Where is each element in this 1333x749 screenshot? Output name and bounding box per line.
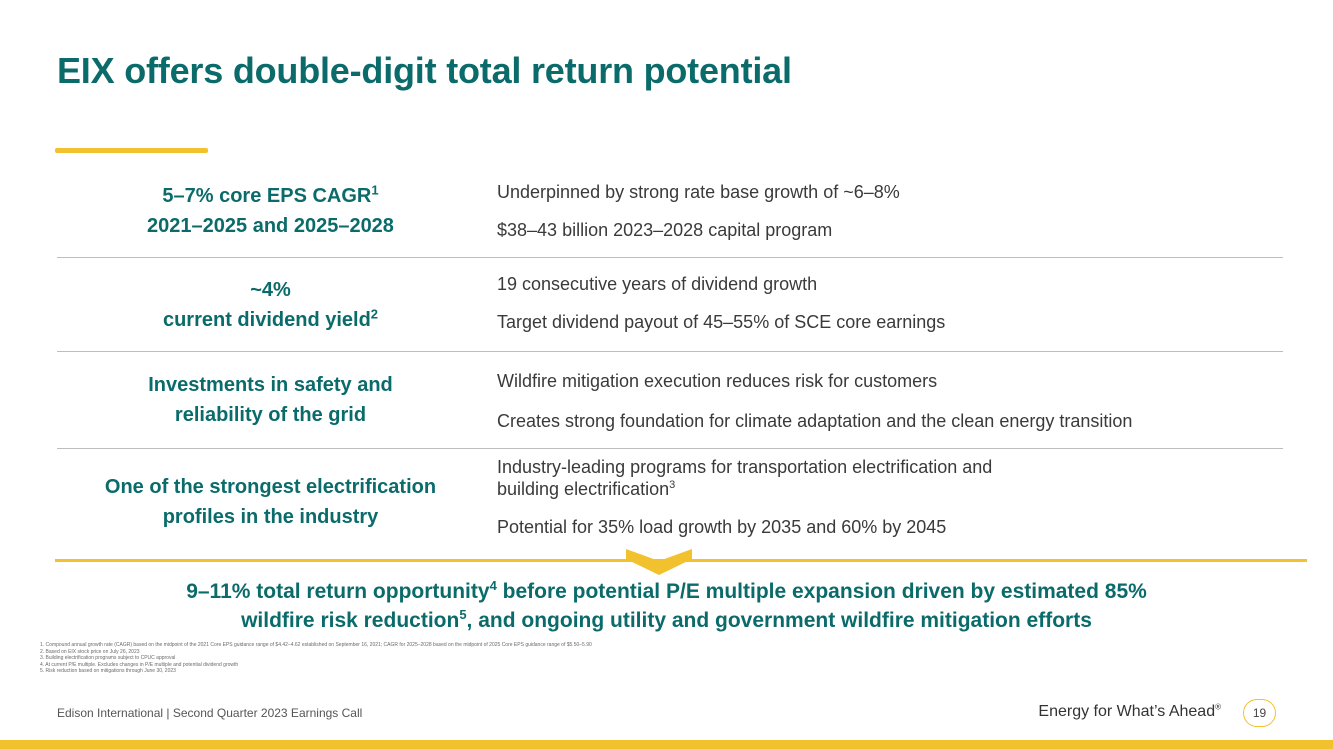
footnote: 2. Based on EIX stock price on July 26, …	[40, 648, 140, 655]
row-label: Investments in safety and reliability of …	[148, 374, 393, 426]
brand-tagline: Energy for What’s Ahead®	[1038, 702, 1221, 720]
bottom-accent-bar	[0, 740, 1333, 749]
footnote: 1. Compound annual growth rate (CAGR) ba…	[40, 642, 592, 648]
page-number: 19	[1243, 699, 1276, 727]
bullet-point: Potential for 35% load growth by 2035 an…	[497, 517, 947, 537]
value-proposition-table: 5–7% core EPS CAGR1 2021–2025 and 2025–20…	[57, 165, 1283, 555]
title-underline	[55, 148, 208, 153]
bullet-point: Underpinned by strong rate base growth o…	[497, 182, 900, 202]
bullet-point: Industry-leading programs for transporta…	[497, 457, 993, 499]
row-label: One of the strongest electrification prof…	[104, 476, 437, 528]
bullet-point: Creates strong foundation for climate ad…	[497, 411, 1133, 431]
table-row: Investments in safety and reliability of …	[57, 352, 1283, 449]
bullet-point: 19 consecutive years of dividend growth	[497, 274, 818, 294]
bullet-point: Target dividend payout of 45–55% of SCE …	[497, 312, 946, 332]
row-label: ~4% current dividend yield2	[162, 278, 379, 331]
row-label: 5–7% core EPS CAGR1 2021–2025 and 2025–20…	[147, 182, 394, 237]
footnote: 5. Risk reduction based on mitigations t…	[40, 668, 176, 674]
table-row: ~4% current dividend yield2 19 consecutiv…	[57, 258, 1283, 352]
table-row: 5–7% core EPS CAGR1 2021–2025 and 2025–20…	[57, 165, 1283, 258]
bullet-point: Wildfire mitigation execution reduces ri…	[497, 371, 938, 391]
footnote: 3. Building electrification programs sub…	[40, 655, 176, 661]
row-points: Industry-leading programs for transporta…	[484, 449, 1283, 555]
row-points: Underpinned by strong rate base growth o…	[484, 165, 1283, 257]
row-points: Wildfire mitigation execution reduces ri…	[484, 352, 1283, 448]
footer-source: Edison International | Second Quarter 20…	[57, 706, 363, 720]
footnotes: 1. Compound annual growth rate (CAGR) ba…	[40, 642, 592, 675]
bullet-point: $38–43 billion 2023–2028 capital program	[497, 220, 833, 240]
summary-statement: 9–11% total return opportunity4 before p…	[186, 578, 1147, 632]
chevron-down-icon	[626, 549, 692, 575]
row-points: 19 consecutive years of dividend growth …	[484, 258, 1283, 351]
table-row: One of the strongest electrification prof…	[57, 449, 1283, 555]
page-title: EIX offers double-digit total return pot…	[57, 50, 792, 91]
footnote: 4. At current P/E multiple. Excludes cha…	[40, 661, 239, 668]
